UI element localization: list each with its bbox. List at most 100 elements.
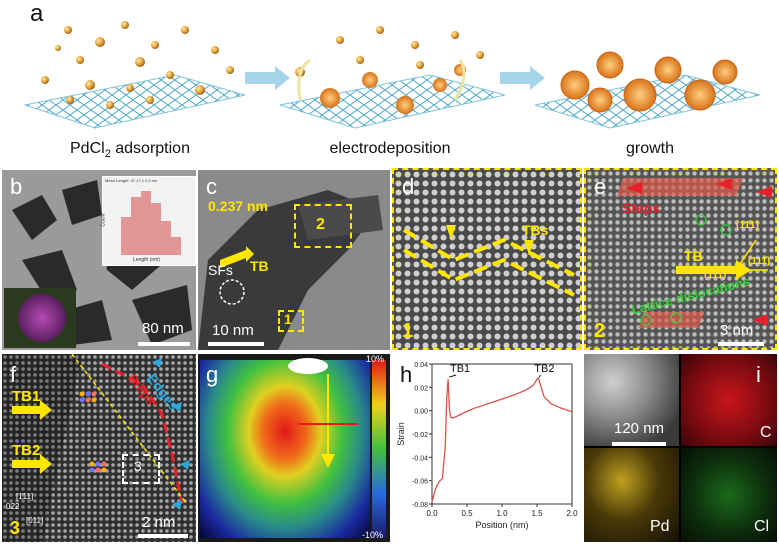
- urchin-photo-inset: [4, 288, 76, 348]
- y-tick-label: -0.04: [412, 455, 428, 462]
- annotation-arrow: [538, 374, 541, 378]
- index-022: 022: [6, 502, 20, 511]
- x-tick-label: 2.0: [566, 509, 578, 518]
- plot-frame: [431, 363, 573, 505]
- sfs-label: SFs: [208, 262, 233, 278]
- panel-f: f TB1 TB2 Steps Edges 3 022 [1̄11] [011]…: [2, 354, 196, 542]
- caption-step-1-sub: 2: [104, 148, 111, 161]
- box-1-number: 1: [284, 311, 292, 327]
- panel-e: e Steps TB (111) (11̄1) (111̄) Lattice d…: [584, 168, 777, 350]
- panel-f-corner-number: 3: [10, 518, 21, 538]
- haadf-image: [584, 354, 679, 446]
- miller-index-3: (111̄): [748, 256, 771, 267]
- steps-label-e: Steps: [622, 200, 661, 216]
- scale-label-f: 2 nm: [142, 514, 176, 531]
- tb-label-e: TB: [684, 248, 703, 264]
- colorbar-bottom-label: -10%: [362, 530, 384, 540]
- zoom-box-1: [278, 310, 304, 332]
- scale-bar-c: [208, 342, 264, 346]
- palladium-map: [584, 448, 679, 542]
- pdcl2-particles: [41, 21, 234, 109]
- y-tick-label: 0.02: [414, 385, 428, 392]
- x-axis-label: Position (nm): [475, 520, 528, 530]
- scale-label-b: 80 nm: [142, 320, 184, 337]
- tb2-label-f: TB2: [12, 442, 41, 459]
- panel-h: h 0.0 0.5 1.0 1.5 2.0 0.04 0.02 0.00 -0.02 -0.04 -…: [392, 354, 582, 542]
- chlorine-map: [681, 448, 777, 542]
- x-tick-label: 0.5: [461, 509, 473, 518]
- annotation-label: TB2: [534, 363, 554, 375]
- panel-g: g 10% -10%: [198, 354, 390, 542]
- panel-e-corner-number: 2: [594, 320, 606, 342]
- index-011: [011]: [26, 516, 44, 525]
- panel-d: d TBs 1: [392, 168, 582, 350]
- element-pd-label: Pd: [650, 518, 670, 535]
- panel-c-label: c: [206, 174, 217, 199]
- caption-step-1-rest: adsorption: [110, 140, 190, 157]
- graphene-sheet-2: [279, 74, 506, 129]
- tb1-label-f: TB1: [12, 388, 41, 405]
- inset-xlabel: Length (nm): [133, 257, 160, 263]
- panel-e-label: e: [594, 174, 607, 199]
- index-1-11: [1̄11]: [16, 492, 34, 501]
- caption-step-2-main: electrodeposition: [329, 140, 451, 157]
- strain-map: [200, 360, 370, 538]
- process-arrow-1: [245, 66, 290, 90]
- strain-series-line: [431, 376, 573, 502]
- annotation-label: TB1: [450, 363, 470, 375]
- element-c-label: C: [760, 424, 772, 441]
- scale-bar-i: [612, 442, 666, 446]
- panel-d-corner-number: 1: [402, 320, 414, 342]
- y-tick-label: -0.08: [412, 502, 428, 509]
- x-tick-label: 0.0: [426, 509, 438, 518]
- y-tick-label: 0.00: [414, 409, 428, 416]
- caption-step-3-main: growth: [625, 140, 675, 157]
- miller-index-1: (111): [704, 270, 727, 281]
- caption-step-3: growth: [550, 140, 750, 158]
- x-tick-label: 1.5: [531, 509, 543, 518]
- carbon-map: [681, 354, 777, 446]
- tb-label-c: TB: [250, 258, 269, 274]
- panel-a: a: [0, 0, 779, 170]
- panel-h-label: h: [400, 362, 413, 387]
- panel-f-label: f: [10, 362, 17, 387]
- box-3-number: 3: [134, 458, 142, 474]
- x-tick-label: 1.0: [496, 509, 508, 518]
- pd-nanourchins: [560, 51, 738, 113]
- scale-label-e: 3 nm: [720, 322, 754, 339]
- panel-c-overlays: [219, 246, 254, 305]
- caption-step-1-main: PdCl: [70, 140, 105, 157]
- inset-title: Mean Length: 47.17 ± 0.2 nm: [105, 178, 158, 183]
- sea-urchin-icon: [18, 294, 66, 342]
- deposition-particles: [295, 26, 484, 114]
- panel-b: Mean Length: 47.17 ± 0.2 nm Count Length…: [2, 170, 196, 350]
- strain-colorbar: [372, 360, 386, 538]
- y-axis-label: Strain: [396, 422, 406, 446]
- graphene-sheet-1: [23, 74, 246, 129]
- scale-label-i: 120 nm: [614, 420, 665, 437]
- box-2-number: 2: [316, 216, 325, 233]
- strain-chart: 0.0 0.5 1.0 1.5 2.0 0.04 0.02 0.00 -0.02 -0.04 -0.…: [396, 362, 578, 530]
- caption-step-1: PdCl2 adsorption: [30, 140, 230, 160]
- panel-c: c 0.237 nm TB SFs 2 1 10 nm: [198, 170, 390, 350]
- length-histogram-inset: Mean Length: 47.17 ± 0.2 nm Count Length…: [101, 176, 196, 266]
- y-tick-label: -0.06: [412, 479, 428, 486]
- panel-i-label: i: [756, 362, 761, 387]
- colorbar-top-label: 10%: [366, 354, 385, 364]
- panel-a-schematic: [23, 21, 761, 129]
- scale-label-c: 10 nm: [212, 322, 254, 339]
- y-tick-label: 0.04: [414, 362, 428, 369]
- panel-a-label: a: [30, 0, 44, 27]
- panel-g-label: g: [206, 362, 219, 387]
- panel-b-label: b: [10, 174, 23, 199]
- scale-bar-e: [718, 342, 764, 346]
- zoom-box-3: [122, 454, 160, 484]
- element-cl-label: Cl: [754, 518, 770, 535]
- annotation-arrow: [448, 374, 457, 378]
- panel-d-label: d: [402, 174, 415, 199]
- panel-i: i 120 nm C Pd Cl: [584, 354, 777, 542]
- scale-bar-b: [138, 342, 190, 346]
- caption-step-2: electrodeposition: [290, 140, 490, 158]
- process-arrow-2: [500, 66, 545, 90]
- zoom-box-2: [294, 204, 352, 248]
